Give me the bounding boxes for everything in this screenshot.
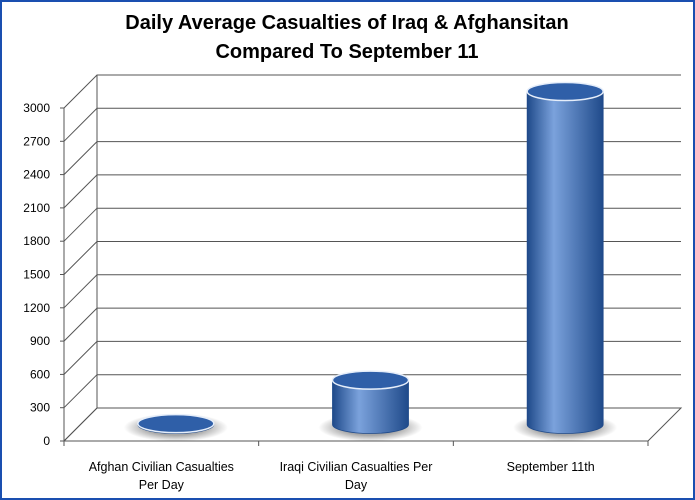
- bar-body-1: [332, 379, 409, 434]
- bar-0: [123, 413, 228, 442]
- chart-title-line-1: Daily Average Casualties of Iraq & Afgha…: [125, 12, 568, 34]
- bar-1: [318, 370, 423, 442]
- category-label-1-line-0: Iraqi Civilian Casualties Per: [280, 460, 433, 474]
- y-tick-label-0: 0: [43, 434, 50, 448]
- y-axis-ticks: 0 300 600 900 1200 1500 1800 2100 2400 2700 3000: [23, 101, 64, 448]
- bar-top-0: [137, 413, 215, 434]
- bars: [123, 81, 618, 442]
- y-tick-label-2400: 2400: [23, 168, 50, 182]
- bar-top-1: [331, 370, 410, 390]
- category-label-1-line-1: Day: [345, 478, 368, 492]
- category-label-2-line-0: September 11th: [507, 460, 595, 474]
- category-label-0-line-1: Per Day: [139, 478, 185, 492]
- y-tick-label-2100: 2100: [23, 201, 50, 215]
- y-tick-label-1500: 1500: [23, 268, 50, 282]
- y-tick-label-1800: 1800: [23, 234, 50, 248]
- category-label-0-line-0: Afghan Civilian Casualties: [89, 460, 234, 474]
- y-tick-label-2700: 2700: [23, 134, 50, 148]
- y-tick-label-300: 300: [30, 401, 50, 415]
- y-tick-label-1200: 1200: [23, 301, 50, 315]
- bar-2: [513, 81, 618, 442]
- chart-title-line-2: Compared To September 11: [215, 41, 478, 63]
- y-tick-label-3000: 3000: [23, 101, 50, 115]
- y-tick-label-600: 600: [30, 367, 50, 381]
- bar-top-2: [526, 81, 604, 102]
- y-tick-label-900: 900: [30, 334, 50, 348]
- bar-body-2: [526, 91, 604, 434]
- x-axis-categories: Afghan Civilian Casualties Per Day Iraqi C…: [89, 460, 595, 492]
